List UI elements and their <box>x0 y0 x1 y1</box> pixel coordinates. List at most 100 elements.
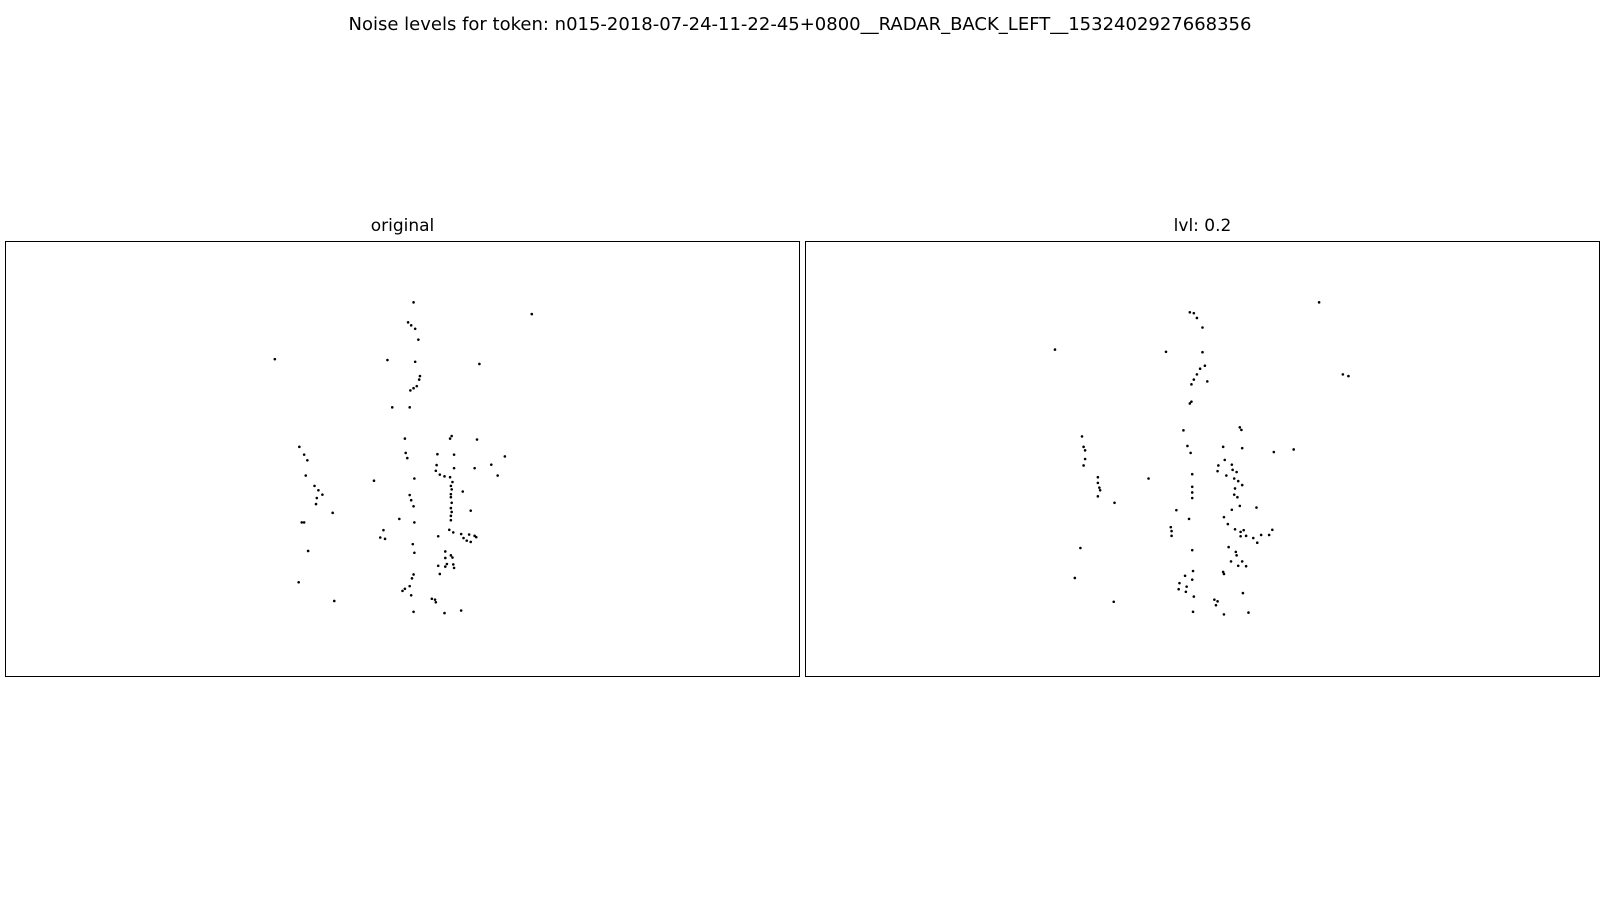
scatter-point <box>409 324 413 327</box>
scatter-point <box>1184 590 1188 594</box>
scatter-point <box>436 564 440 568</box>
scatter-point <box>415 384 419 388</box>
figure-suptitle: Noise levels for token: n015-2018-07-24-… <box>348 14 1252 35</box>
scatter-point <box>1221 570 1225 574</box>
subplot-title-original: original <box>370 216 435 236</box>
scatter-point <box>1244 534 1248 538</box>
scatter-point <box>413 551 416 555</box>
scatter-point <box>409 389 412 392</box>
scatter-point <box>1236 479 1240 483</box>
scatter-point <box>408 584 411 588</box>
scatter-point <box>1222 613 1226 616</box>
scatter-point <box>1192 311 1196 315</box>
scatter-point <box>1235 554 1238 557</box>
scatter-point <box>1244 564 1248 568</box>
scatter-point <box>1198 367 1202 371</box>
scatter-point <box>332 599 336 603</box>
scatter-point <box>417 338 420 341</box>
scatter-point <box>1186 444 1189 448</box>
scatter-point <box>1217 464 1220 467</box>
scatter-point <box>1096 475 1100 479</box>
scatter-point <box>314 502 318 506</box>
scatter-point <box>1169 525 1173 529</box>
scatter-point <box>451 563 455 566</box>
scatter-point <box>1177 587 1180 591</box>
scatter-point <box>410 577 414 580</box>
scatter-point <box>1232 493 1236 496</box>
scatter-point <box>1201 350 1204 354</box>
scatter-point <box>404 451 407 455</box>
scatter-point <box>1242 528 1245 532</box>
scatter-point <box>452 566 456 570</box>
scatter-point <box>1239 530 1242 534</box>
scatter-point <box>1183 574 1187 578</box>
scatter-point <box>448 437 452 440</box>
scatter-point <box>403 587 407 591</box>
scatter-point <box>1098 486 1101 489</box>
scatter-point <box>1190 578 1194 581</box>
scatter-point <box>413 521 416 524</box>
scatter-point <box>1053 348 1057 351</box>
scatter-point <box>1191 569 1195 573</box>
scatter-point <box>478 362 481 366</box>
scatter-point <box>1190 400 1193 403</box>
scatter-point <box>372 479 376 482</box>
scatter-point <box>450 501 453 505</box>
scatter-point <box>405 456 409 460</box>
scatter-point <box>1236 564 1240 568</box>
scatter-point <box>302 521 306 524</box>
scatter-point <box>434 469 438 473</box>
scatter-point <box>436 452 439 456</box>
scatter-point <box>315 496 319 500</box>
scatter-point <box>1083 449 1087 452</box>
scatter-point <box>1230 463 1234 466</box>
scatter-point <box>1190 496 1194 500</box>
scatter-point <box>1082 445 1085 449</box>
scatter-point <box>297 580 300 584</box>
scatter-point <box>1113 501 1116 505</box>
scatter-point <box>406 321 410 324</box>
scatter-point <box>450 434 453 438</box>
scatter-point <box>1292 448 1295 451</box>
scatter-point <box>1240 483 1244 487</box>
scatter-point <box>465 539 469 542</box>
scatter-point <box>1341 373 1345 376</box>
scatter-point <box>1170 534 1173 538</box>
scatter-point <box>1259 533 1263 537</box>
scatter-point <box>438 473 442 476</box>
scatter-point <box>1195 316 1199 320</box>
scatter-point <box>411 542 415 546</box>
scatter-point <box>448 475 452 479</box>
scatter-point <box>1188 402 1192 405</box>
scatter-point <box>1255 506 1258 509</box>
scatter-point <box>1239 534 1242 538</box>
scatter-point <box>1232 477 1236 480</box>
scatter-point <box>449 554 453 557</box>
scatter-point <box>443 550 447 553</box>
scatter-point <box>1190 548 1194 552</box>
scatter-point <box>304 474 308 477</box>
scatter-point <box>306 459 309 462</box>
scatter-point <box>386 358 389 362</box>
scatter-point <box>1230 508 1234 512</box>
scatter-point <box>1203 364 1207 368</box>
scatter-point <box>435 463 438 467</box>
scatter-point <box>449 495 453 499</box>
scatter-point <box>1190 383 1193 386</box>
scatter-point <box>461 490 465 493</box>
scatter-point <box>451 480 454 484</box>
scatter-point <box>1233 527 1237 531</box>
scatter-point <box>449 484 453 488</box>
scatter-point <box>1195 373 1199 376</box>
scatter-point <box>503 455 507 458</box>
scatter-point <box>467 533 471 536</box>
scatter-point <box>398 517 401 521</box>
scatter-point <box>317 488 320 492</box>
scatter-point <box>382 528 385 532</box>
scatter-point <box>413 327 417 331</box>
scatter-point <box>438 572 442 576</box>
scatter-point <box>306 549 310 553</box>
scatter-point <box>1255 541 1259 545</box>
scatter-point <box>412 610 415 614</box>
scatter-point <box>321 493 324 496</box>
